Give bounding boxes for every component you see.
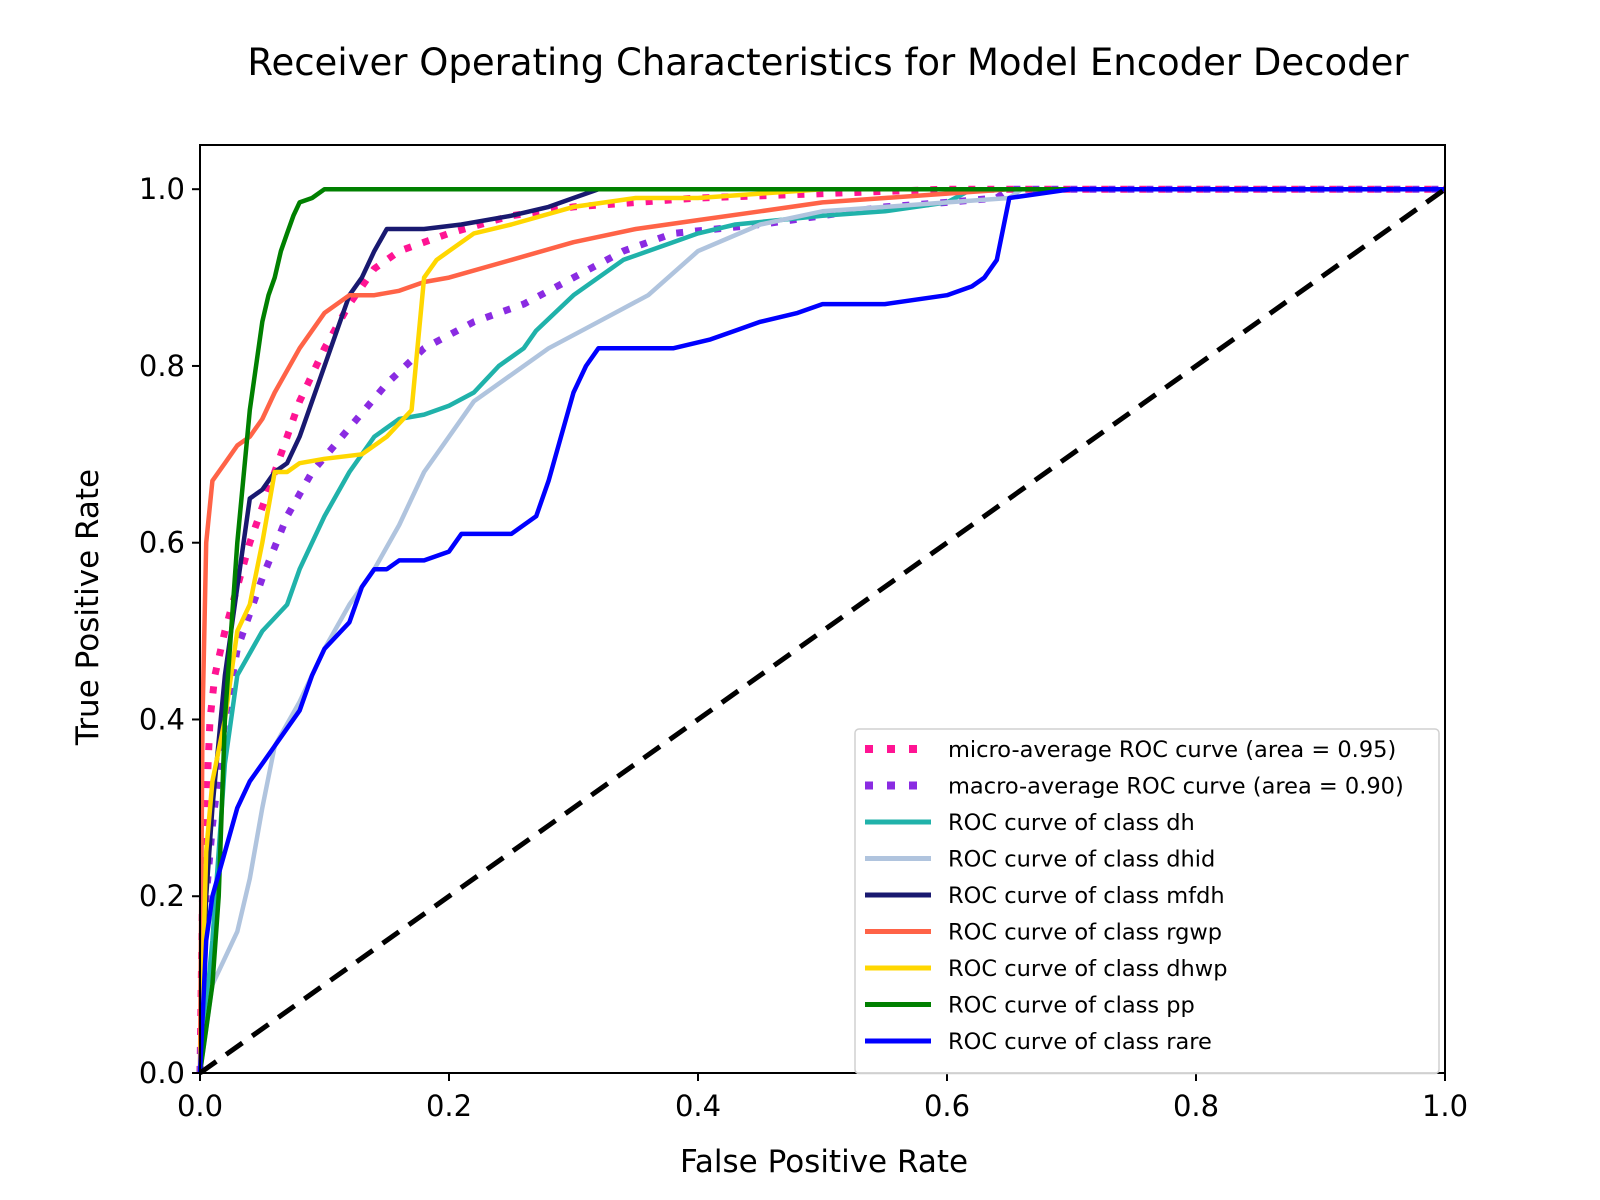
y-tick-label: 0.8 xyxy=(139,349,185,383)
y-tick-label: 0.6 xyxy=(139,526,185,560)
legend-label: ROC curve of class rgwp xyxy=(948,920,1222,946)
series-line-2 xyxy=(197,186,1445,1074)
y-axis-title: True Positive Rate xyxy=(70,469,106,746)
x-tick-label: 0.2 xyxy=(426,1089,472,1123)
y-tick-label: 0.0 xyxy=(139,1056,185,1090)
series-line-5 xyxy=(197,186,1445,1074)
legend-label: ROC curve of class mfdh xyxy=(948,883,1225,909)
legend-label: ROC curve of class dhwp xyxy=(948,956,1227,982)
y-tick-label: 0.2 xyxy=(139,879,185,913)
chart-title: Receiver Operating Characteristics for M… xyxy=(247,41,1409,84)
legend-label: micro-average ROC curve (area = 0.95) xyxy=(948,737,1396,763)
x-tick-label: 0.6 xyxy=(924,1089,970,1123)
legend-box xyxy=(854,728,1440,1075)
y-tick-label: 1.0 xyxy=(139,172,185,206)
plot-frame xyxy=(199,144,1446,1074)
series-line-6 xyxy=(197,186,1445,1074)
y-tick-label: 0.4 xyxy=(139,702,185,736)
x-axis-title: False Positive Rate xyxy=(680,1144,968,1180)
x-tick-label: 0.0 xyxy=(177,1089,223,1123)
x-tick-label: 1.0 xyxy=(1422,1089,1468,1123)
series-line-3 xyxy=(197,186,1445,1074)
series-layer xyxy=(196,185,1447,1076)
legend-label: macro-average ROC curve (area = 0.90) xyxy=(948,774,1404,800)
x-tick-label: 0.8 xyxy=(1173,1089,1219,1123)
ticks-layer: 0.0 0.2 0.4 0.6 0.8 1.0 0.0 0.2 0.4 0.6 0.8 1.0 xyxy=(139,172,1468,1123)
legend-label: ROC curve of class pp xyxy=(948,993,1195,1019)
series-line-7 xyxy=(197,186,1072,1074)
series-line-0 xyxy=(196,185,1445,1074)
legend-label: ROC curve of class dh xyxy=(948,810,1195,836)
legend-label: ROC curve of class rare xyxy=(948,1029,1212,1055)
legend-label: ROC curve of class dhid xyxy=(948,847,1215,873)
series-line-8 xyxy=(197,186,1445,1074)
x-tick-label: 0.4 xyxy=(675,1089,721,1123)
legend: micro-average ROC curve (area = 0.95) mac… xyxy=(854,728,1440,1075)
